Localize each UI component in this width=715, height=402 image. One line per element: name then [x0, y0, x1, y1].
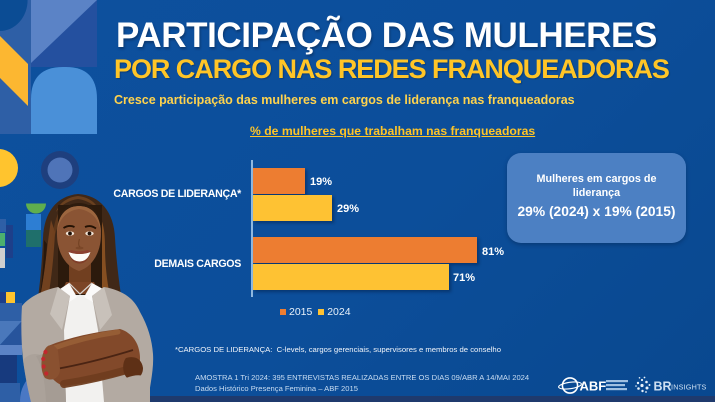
- svg-text:ABF: ABF: [580, 379, 607, 394]
- svg-text:INSIGHTS: INSIGHTS: [671, 383, 707, 392]
- svg-text:BR: BR: [654, 380, 672, 394]
